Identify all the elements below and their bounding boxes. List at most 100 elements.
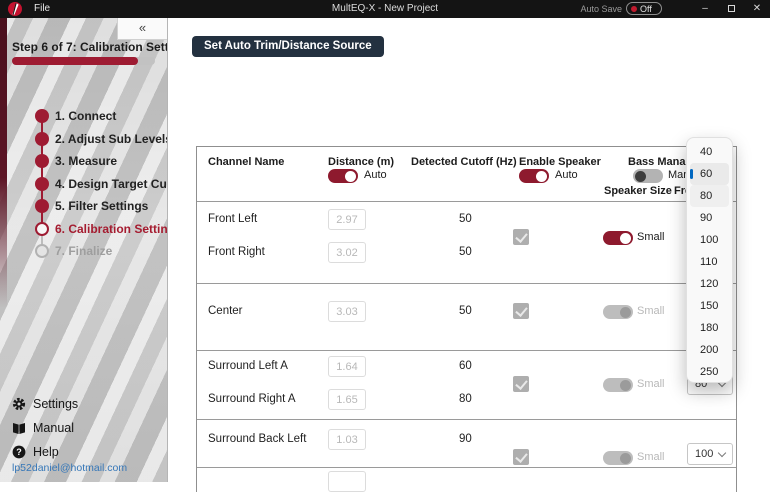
step-progress-fill [12,57,138,65]
table-divider [197,467,736,468]
maximize-button[interactable] [718,0,744,18]
step-label: 2. Adjust Sub Levels [55,132,168,146]
help-label: Help [33,445,59,459]
col-header-enable-speaker: Enable Speaker [519,156,601,168]
channel-name-front-right: Front Right [208,246,265,258]
frequency-dropdown-popup: 40 60 80 90 100 110 120 150 180 200 250 [686,137,733,383]
channel-name-surround-back-left: Surround Back Left [208,433,307,445]
toggle-knob-icon [620,232,631,244]
speaker-size-toggle-surround-a[interactable] [603,378,633,392]
help-icon: ? [12,445,26,459]
enable-speaker-checkbox-surround-back[interactable] [513,449,529,465]
enable-speaker-checkbox-surround-a[interactable] [513,376,529,392]
table-divider [197,350,736,351]
enable-speaker-checkbox-front[interactable] [513,229,529,245]
frequency-value: 100 [695,448,714,460]
dropdown-option-200[interactable]: 200 [700,344,719,356]
speaker-size-label-surround-back: Small [637,451,665,463]
cutoff-surround-left-a: 60 [459,360,472,372]
gear-icon [12,397,26,411]
step-connector-line-todo [41,229,43,251]
autosave-state: Off [640,3,652,14]
speaker-size-label-center: Small [637,305,665,317]
speaker-size-toggle-center[interactable] [603,305,633,319]
svg-text:?: ? [16,447,22,457]
toggle-knob-icon [620,452,631,464]
speaker-size-toggle-front[interactable] [603,231,633,245]
enable-speaker-checkbox-center[interactable] [513,303,529,319]
step-dot-icon [35,109,49,123]
table-divider [197,201,736,202]
dropdown-option-80[interactable]: 80 [690,185,729,207]
table-divider [197,283,736,284]
dropdown-option-40[interactable]: 40 [700,146,713,158]
autosave-toggle[interactable]: Off [626,2,662,15]
step-dot-icon [35,154,49,168]
autosave-status-dot-icon [631,5,637,12]
step-connector-line [41,116,43,229]
toggle-knob-icon [620,379,631,391]
dropdown-option-150[interactable]: 150 [700,300,719,312]
distance-auto-label: Auto [364,169,387,181]
enable-speaker-auto-label: Auto [555,169,578,181]
step-progress-bar [12,57,155,65]
account-email-link[interactable]: lp52daniel@hotmail.com [12,462,128,474]
speaker-size-toggle-surround-back[interactable] [603,451,633,465]
dropdown-option-120[interactable]: 120 [700,278,719,290]
sidebar-background-image [0,18,167,482]
autosave-label: Auto Save [580,4,622,14]
distance-input-surround-left-a[interactable] [328,356,366,377]
book-icon [13,423,25,434]
step-dot-icon [35,177,49,191]
step-label: 5. Filter Settings [55,199,149,213]
step-label: 3. Measure [55,154,118,168]
distance-input-center[interactable] [328,301,366,322]
channel-name-surround-left-a: Surround Left A [208,360,288,372]
distance-input-front-right[interactable] [328,242,366,263]
toggle-knob-icon [620,306,631,318]
toggle-knob-icon [345,170,356,182]
sidebar-accent-stripe [0,18,7,308]
distance-input-surround-back-left[interactable] [328,429,366,450]
bass-management-mode-toggle[interactable] [633,169,663,183]
step-progress-title: Step 6 of 7: Calibration Settings [12,40,168,54]
step-dot-icon [35,199,49,213]
step-dot-icon [35,132,49,146]
toggle-knob-icon [536,170,547,182]
cutoff-center: 50 [459,305,472,317]
dropdown-option-90[interactable]: 90 [700,212,713,224]
app-logo-icon [8,2,22,16]
minimize-button[interactable]: – [702,3,708,14]
dropdown-option-60[interactable]: 60 [690,163,729,185]
distance-auto-toggle[interactable] [328,169,358,183]
distance-input-surround-right-a[interactable] [328,389,366,410]
cutoff-surround-back-left: 90 [459,433,472,445]
step-label: 1. Connect [55,109,117,123]
dropdown-option-180[interactable]: 180 [700,322,719,334]
sidebar: « Step 6 of 7: Calibration Settings 1. C… [0,18,168,482]
set-auto-trim-distance-source-button[interactable]: Set Auto Trim/Distance Source [192,36,384,57]
enable-speaker-auto-toggle[interactable] [519,169,549,183]
channel-name-surround-right-a: Surround Right A [208,393,296,405]
channel-name-center: Center [208,305,243,317]
step-dot-icon [35,222,49,236]
step-label: 6. Calibration Settings [55,222,168,236]
frequency-select-surround-back[interactable]: 100 [687,443,733,465]
settings-label: Settings [33,397,79,411]
dropdown-option-100[interactable]: 100 [700,234,719,246]
sidebar-collapse-button[interactable]: « [117,18,167,40]
cutoff-front-left: 50 [459,213,472,225]
speaker-size-label-surround-a: Small [637,378,665,390]
dropdown-option-110[interactable]: 110 [700,256,718,268]
step-dot-icon [35,244,49,258]
file-menu[interactable]: File [34,3,51,14]
distance-input-front-left[interactable] [328,209,366,230]
speaker-size-label-front: Small [637,231,665,243]
channel-name-front-left: Front Left [208,213,258,225]
close-button[interactable]: ✕ [752,3,762,14]
col-header-speaker-size: Speaker Size [604,185,672,197]
cutoff-front-right: 50 [459,246,472,258]
step-label: 7. Finalize [55,244,113,258]
dropdown-option-250[interactable]: 250 [700,366,719,378]
channel-settings-table: Channel Name Distance (m) Auto Detected … [196,146,737,492]
